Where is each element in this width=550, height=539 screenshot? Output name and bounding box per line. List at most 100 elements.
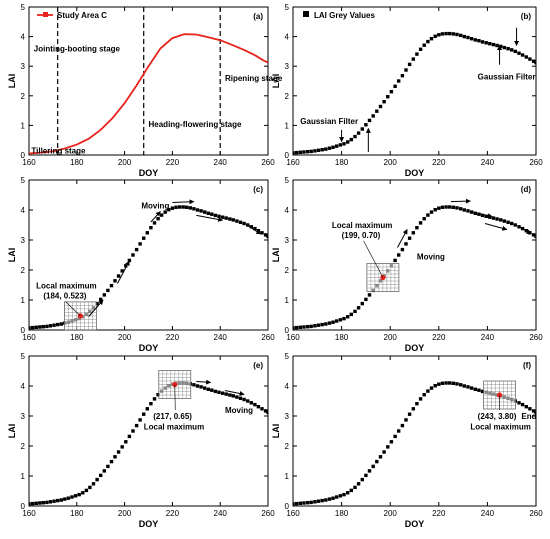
data-point xyxy=(480,213,485,218)
y-tick-label: 0 xyxy=(21,502,26,511)
data-point xyxy=(298,325,302,329)
data-point xyxy=(360,477,364,482)
data-point xyxy=(199,209,203,213)
y-tick-label: 5 xyxy=(21,176,26,185)
data-point xyxy=(185,205,189,209)
data-point xyxy=(356,131,361,135)
data-point xyxy=(34,325,38,329)
data-point xyxy=(309,149,313,154)
data-point xyxy=(181,205,185,209)
data-point xyxy=(99,473,103,478)
data-point xyxy=(217,214,221,218)
data-point xyxy=(364,297,368,302)
data-point xyxy=(335,319,339,323)
data-point xyxy=(346,315,350,319)
data-point xyxy=(177,205,182,209)
data-point xyxy=(302,501,306,505)
data-point xyxy=(335,144,339,148)
data-point xyxy=(293,326,295,330)
data-point xyxy=(342,142,346,146)
annotation-text: (199, 0.70) xyxy=(342,231,381,240)
data-point xyxy=(437,206,441,210)
data-point xyxy=(459,383,463,387)
data-point xyxy=(192,383,196,387)
annotation-arrow xyxy=(224,390,245,396)
data-point xyxy=(156,217,160,221)
data-point xyxy=(517,51,521,55)
data-point xyxy=(520,53,525,57)
annotation-text: Jointing-booting stage xyxy=(34,44,121,53)
x-tick-label: 220 xyxy=(432,509,446,518)
data-point xyxy=(448,31,452,36)
y-tick-label: 1 xyxy=(21,296,26,305)
data-point xyxy=(440,32,445,36)
data-point xyxy=(174,205,178,209)
data-point xyxy=(382,450,386,454)
annotation-text: Local maximum xyxy=(36,282,96,291)
data-point xyxy=(433,34,437,38)
legend-marker xyxy=(303,11,309,17)
data-point xyxy=(188,206,192,210)
data-point xyxy=(473,387,477,391)
data-point xyxy=(349,137,353,142)
data-point xyxy=(386,445,390,449)
y-tick-label: 0 xyxy=(285,502,290,511)
panel-e: 160 180 200 220 240 260 0 1 2 3 4 5 DOY LAI (e) (217, 0… xyxy=(7,352,275,529)
x-tick-label: 220 xyxy=(166,333,180,342)
panel-label: (e) xyxy=(253,361,263,370)
data-point xyxy=(440,381,445,385)
data-point xyxy=(407,62,412,67)
y-tick-label: 1 xyxy=(285,121,290,130)
x-tick-label: 180 xyxy=(335,158,349,167)
data-point xyxy=(217,390,221,394)
data-point xyxy=(41,325,45,329)
data-point xyxy=(531,409,536,413)
data-point xyxy=(513,223,517,227)
x-tick-label: 180 xyxy=(70,333,84,342)
data-point xyxy=(156,393,160,397)
data-point xyxy=(338,494,343,498)
data-point xyxy=(407,236,412,240)
data-point xyxy=(316,323,321,327)
data-point xyxy=(459,33,463,38)
data-point xyxy=(213,213,218,218)
data-point xyxy=(120,445,124,449)
data-point xyxy=(437,33,441,37)
annotation-arrow xyxy=(150,211,161,223)
data-point xyxy=(397,429,401,433)
data-point xyxy=(293,151,295,155)
x-tick-label: 240 xyxy=(214,158,228,167)
data-point xyxy=(499,218,503,222)
plot-frame xyxy=(292,179,537,331)
data-point xyxy=(480,40,485,44)
data-point xyxy=(106,464,110,469)
x-tick-label: 160 xyxy=(286,158,300,167)
data-point xyxy=(495,217,499,221)
data-point xyxy=(404,242,408,246)
data-point xyxy=(45,500,49,505)
data-point xyxy=(249,225,253,229)
data-point xyxy=(220,215,225,219)
data-point xyxy=(138,242,142,246)
annotation-arrow xyxy=(248,226,262,235)
y-tick-label: 3 xyxy=(285,412,290,421)
data-point xyxy=(462,34,466,39)
y-axis-label: LAI xyxy=(7,74,17,89)
data-point xyxy=(220,391,225,395)
data-point xyxy=(331,320,335,324)
plot-area xyxy=(29,7,268,155)
x-tick-label: 220 xyxy=(166,509,180,518)
data-point xyxy=(338,318,343,322)
x-tick-label: 200 xyxy=(118,333,132,342)
data-point xyxy=(163,210,167,214)
x-tick-label: 160 xyxy=(22,158,36,167)
data-point xyxy=(484,214,488,218)
data-point xyxy=(429,386,434,390)
plot-frame xyxy=(292,355,537,507)
x-axis-label: DOY xyxy=(405,519,425,529)
x-tick-label: 180 xyxy=(70,158,84,167)
data-point xyxy=(305,501,310,505)
data-point xyxy=(253,226,257,231)
data-point xyxy=(531,59,536,63)
